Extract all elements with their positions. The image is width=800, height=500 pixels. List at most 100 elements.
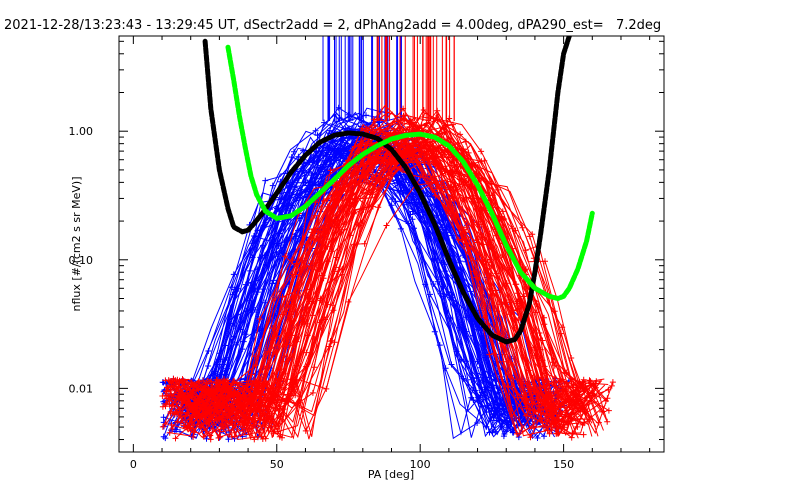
blue-marker — [422, 281, 429, 288]
red-marker — [279, 311, 286, 318]
blue-marker — [503, 424, 510, 431]
red-marker — [424, 156, 431, 163]
red-marker — [468, 195, 475, 202]
y-tick-label: 0.10 — [69, 254, 94, 267]
red-marker — [258, 433, 265, 440]
red-marker — [244, 397, 251, 404]
red-marker — [285, 397, 292, 404]
red-marker — [317, 295, 324, 302]
red-marker — [535, 336, 542, 343]
blue-marker — [177, 428, 183, 435]
red-marker — [372, 122, 378, 128]
red-marker — [419, 140, 426, 147]
red-marker — [454, 145, 461, 152]
blue-marker — [501, 431, 508, 437]
blue-marker — [492, 411, 499, 418]
red-marker — [200, 377, 207, 384]
blue-marker — [401, 201, 408, 208]
blue-marker — [447, 294, 454, 301]
blue-marker — [534, 435, 541, 441]
red-marker — [561, 396, 568, 403]
blue-marker — [162, 435, 169, 442]
red-marker — [383, 222, 390, 229]
blue-marker — [488, 405, 495, 412]
red-marker — [523, 266, 529, 273]
blue-marker — [251, 233, 257, 239]
red-marker — [580, 431, 587, 438]
red-marker — [551, 308, 558, 315]
red-marker — [507, 374, 514, 381]
x-tick-label: 100 — [410, 458, 431, 471]
red-marker — [166, 382, 173, 389]
red-marker — [203, 389, 210, 396]
red-marker — [501, 216, 508, 222]
blue-marker — [253, 327, 260, 334]
blue-marker — [440, 283, 446, 290]
red-marker — [162, 403, 169, 410]
red-marker — [574, 405, 580, 412]
red-marker — [416, 152, 423, 159]
red-marker — [478, 158, 485, 165]
blue-marker — [509, 429, 516, 436]
red-marker — [369, 203, 376, 210]
blue-marker — [431, 328, 438, 335]
red-marker — [586, 377, 593, 384]
red-marker — [360, 189, 366, 196]
blue-marker — [299, 229, 306, 236]
y-tick-label: 1.00 — [69, 125, 94, 138]
red-marker — [520, 293, 527, 300]
red-marker — [457, 131, 464, 138]
black-fit-curve — [202, 36, 572, 345]
red-marker — [159, 423, 166, 430]
red-marker — [445, 210, 452, 217]
red-marker — [163, 388, 170, 395]
red-marker — [450, 121, 456, 128]
red-marker — [248, 371, 255, 378]
red-marker — [265, 427, 272, 434]
blue-marker — [314, 132, 321, 139]
red-marker — [321, 198, 327, 204]
red-marker — [274, 428, 281, 435]
blue-marker — [477, 392, 484, 399]
red-marker — [532, 408, 539, 415]
red-marker — [420, 107, 427, 113]
red-marker — [523, 405, 530, 412]
red-marker — [217, 433, 224, 440]
red-marker — [529, 231, 536, 238]
blue-marker — [160, 414, 167, 421]
red-marker — [546, 430, 553, 437]
red-marker — [307, 286, 314, 293]
red-marker — [317, 229, 324, 235]
blue-marker — [231, 333, 238, 340]
red-marker — [488, 292, 495, 299]
red-marker — [544, 419, 551, 425]
red-marker — [391, 118, 398, 125]
blue-trace — [162, 123, 535, 396]
red-marker — [462, 138, 469, 145]
blue-marker — [262, 177, 269, 184]
red-marker — [169, 425, 176, 432]
red-marker — [345, 298, 352, 305]
blue-marker — [269, 182, 276, 189]
x-axis-label: PA [deg] — [368, 468, 414, 481]
chart-title: 2021-12-28/13:23:43 - 13:29:45 UT, dSect… — [4, 18, 662, 33]
red-marker — [163, 395, 170, 402]
red-marker — [276, 433, 283, 440]
y-tick-label: 0.01 — [69, 382, 94, 395]
red-marker — [329, 337, 335, 344]
blue-marker — [474, 420, 481, 426]
red-marker — [165, 377, 172, 384]
green-fit-curve — [225, 44, 595, 302]
red-marker — [366, 159, 373, 166]
axes-layer: 0 50 100 150 0.01 0.10 1.00 — [69, 36, 664, 471]
red-marker — [493, 270, 500, 277]
blue-marker — [474, 358, 481, 365]
blue-marker — [470, 397, 477, 403]
red-marker — [228, 434, 235, 440]
red-marker — [289, 257, 296, 264]
y-axis-label: nflux [#/(cm2 s sr MeV)] — [70, 177, 83, 312]
red-marker — [456, 176, 463, 183]
red-marker — [167, 378, 173, 385]
blue-marker — [399, 190, 406, 197]
